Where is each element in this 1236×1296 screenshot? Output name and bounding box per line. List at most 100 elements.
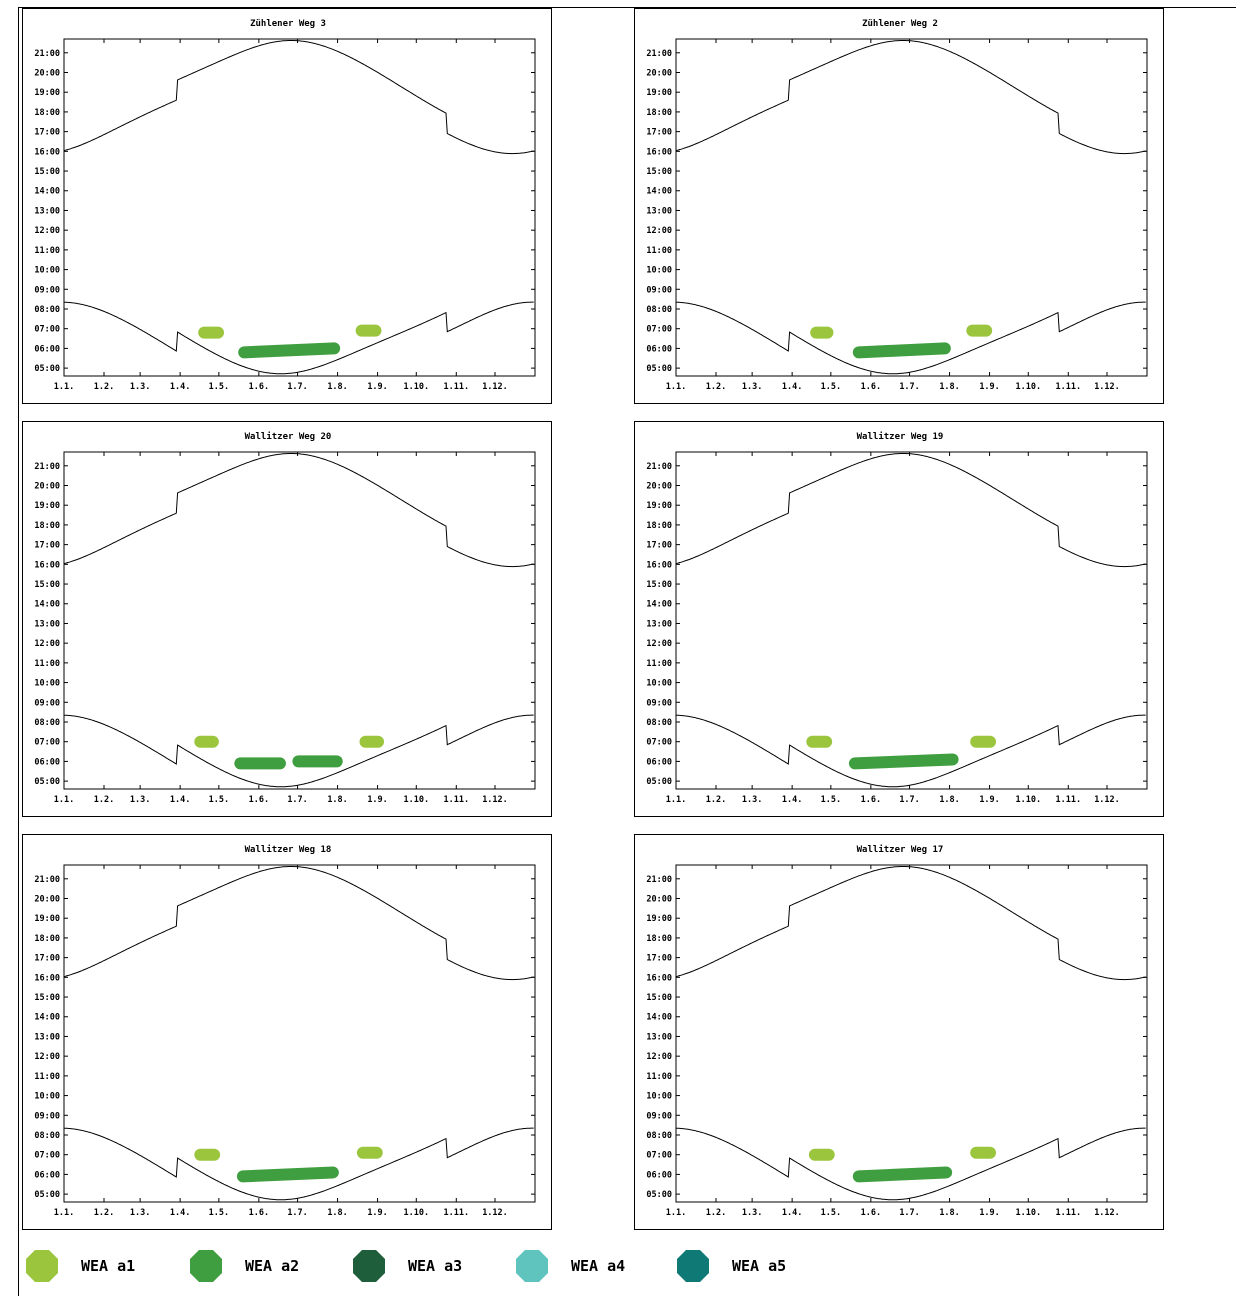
y-tick-label: 15:00 xyxy=(34,167,60,177)
y-tick-label: 14:00 xyxy=(646,187,672,197)
y-tick-label: 16:00 xyxy=(646,560,672,570)
y-tick-label: 17:00 xyxy=(34,954,60,964)
y-tick-label: 14:00 xyxy=(34,1013,60,1023)
y-tick-label: 15:00 xyxy=(34,993,60,1003)
y-tick-label: 21:00 xyxy=(34,462,60,472)
y-tick-label: 08:00 xyxy=(34,718,60,728)
chart-panel-5: Wallitzer Weg 18 05:00 06:00 07:00 08:00 09:0… xyxy=(22,834,552,1230)
octagon-marker-icon xyxy=(190,1250,222,1282)
x-tick-label: 1.4. xyxy=(170,382,190,392)
x-tick-label: 1.5. xyxy=(821,795,841,805)
x-tick-label: 1.5. xyxy=(209,1208,229,1218)
shadow-blob xyxy=(970,735,997,748)
y-tick-label: 16:00 xyxy=(646,147,672,157)
y-tick-label: 18:00 xyxy=(34,934,60,944)
y-tick-label: 16:00 xyxy=(34,147,60,157)
sunrise-curve xyxy=(64,301,534,375)
y-tick-label: 10:00 xyxy=(646,1092,672,1102)
x-tick-label: 1.2. xyxy=(706,382,726,392)
y-tick-label: 06:00 xyxy=(34,1170,60,1180)
octagon-marker-icon xyxy=(677,1250,709,1282)
y-tick-label: 15:00 xyxy=(646,580,672,590)
legend-item-wea-a2: WEA a2 xyxy=(189,1248,299,1284)
x-tick-label: 1.11. xyxy=(443,1208,469,1218)
x-tick-label: 1.10. xyxy=(1015,1208,1041,1218)
y-tick-label: 20:00 xyxy=(646,69,672,79)
plot-area xyxy=(63,864,536,1203)
outer-frame-left xyxy=(18,7,19,1296)
y-tick-label: 18:00 xyxy=(646,108,672,118)
x-tick-label: 1.9. xyxy=(367,382,387,392)
y-tick-label: 14:00 xyxy=(34,600,60,610)
x-tick-label: 1.5. xyxy=(209,382,229,392)
y-tick-label: 12:00 xyxy=(646,1052,672,1062)
x-tick-label: 1.5. xyxy=(209,795,229,805)
sunset-curve xyxy=(64,453,534,568)
y-tick-label: 08:00 xyxy=(646,718,672,728)
y-tick-label: 13:00 xyxy=(34,206,60,216)
y-tick-label: 20:00 xyxy=(34,895,60,905)
x-tick-label: 1.11. xyxy=(1055,1208,1081,1218)
x-tick-label: 1.6. xyxy=(249,1208,269,1218)
shadow-blob xyxy=(355,324,382,337)
y-tick-label: 17:00 xyxy=(34,128,60,138)
y-tick-label: 16:00 xyxy=(34,973,60,983)
legend-item-wea-a4: WEA a4 xyxy=(515,1248,625,1284)
x-tick-label: 1.10. xyxy=(403,795,429,805)
y-tick-label: 14:00 xyxy=(34,187,60,197)
x-tick-label: 1.3. xyxy=(130,1208,150,1218)
x-tick-label: 1.1. xyxy=(54,795,74,805)
y-tick-label: 13:00 xyxy=(646,1032,672,1042)
x-tick-label: 1.4. xyxy=(170,795,190,805)
y-tick-label: 09:00 xyxy=(646,1111,672,1121)
plot-area xyxy=(63,451,536,790)
shadow-blob xyxy=(292,755,343,768)
shadow-blob xyxy=(810,326,834,339)
legend-label: WEA a5 xyxy=(732,1257,787,1275)
x-tick-label: 1.7. xyxy=(899,1208,919,1218)
y-tick-label: 11:00 xyxy=(646,1072,672,1082)
y-tick-label: 13:00 xyxy=(34,619,60,629)
x-tick-label: 1.8. xyxy=(327,1208,347,1218)
y-tick-label: 18:00 xyxy=(646,521,672,531)
y-tick-label: 18:00 xyxy=(34,108,60,118)
y-tick-label: 14:00 xyxy=(646,600,672,610)
y-tick-label: 15:00 xyxy=(34,580,60,590)
x-tick-label: 1.12. xyxy=(482,1208,508,1218)
y-tick-label: 11:00 xyxy=(34,1072,60,1082)
shadow-blob xyxy=(236,1166,339,1183)
y-tick-label: 08:00 xyxy=(34,305,60,315)
y-tick-label: 21:00 xyxy=(646,875,672,885)
y-tick-label: 10:00 xyxy=(646,266,672,276)
x-tick-label: 1.1. xyxy=(54,382,74,392)
x-tick-label: 1.1. xyxy=(666,382,686,392)
y-tick-label: 09:00 xyxy=(34,285,60,295)
x-tick-label: 1.11. xyxy=(1055,795,1081,805)
y-tick-label: 15:00 xyxy=(646,993,672,1003)
y-tick-label: 16:00 xyxy=(646,973,672,983)
y-tick-label: 05:00 xyxy=(34,1190,60,1200)
y-tick-label: 15:00 xyxy=(646,167,672,177)
x-tick-label: 1.2. xyxy=(94,1208,114,1218)
y-tick-label: 10:00 xyxy=(34,679,60,689)
chart-panel-4: Wallitzer Weg 19 05:00 06:00 07:00 08:00 09:0… xyxy=(634,421,1164,817)
chart-svg: Wallitzer Weg 18 05:00 06:00 07:00 08:00 09:0… xyxy=(34,844,536,1218)
x-tick-label: 1.12. xyxy=(1094,795,1120,805)
y-tick-label: 19:00 xyxy=(34,501,60,511)
y-tick-label: 05:00 xyxy=(646,1190,672,1200)
x-tick-label: 1.1. xyxy=(54,1208,74,1218)
x-tick-label: 1.2. xyxy=(94,382,114,392)
legend-item-wea-a1: WEA a1 xyxy=(25,1248,135,1284)
legend-item-wea-a3: WEA a3 xyxy=(352,1248,462,1284)
x-tick-label: 1.12. xyxy=(482,795,508,805)
x-tick-label: 1.2. xyxy=(706,1208,726,1218)
octagon-marker-icon xyxy=(353,1250,385,1282)
x-tick-label: 1.10. xyxy=(1015,795,1041,805)
x-tick-label: 1.8. xyxy=(939,1208,959,1218)
y-tick-label: 18:00 xyxy=(34,521,60,531)
chart-svg: Zühlener Weg 3 05:00 06:00 07:00 08:00 09:00 1… xyxy=(34,19,536,392)
y-tick-label: 08:00 xyxy=(646,1131,672,1141)
y-tick-label: 14:00 xyxy=(646,1013,672,1023)
y-tick-label: 06:00 xyxy=(646,344,672,354)
y-tick-label: 17:00 xyxy=(34,541,60,551)
